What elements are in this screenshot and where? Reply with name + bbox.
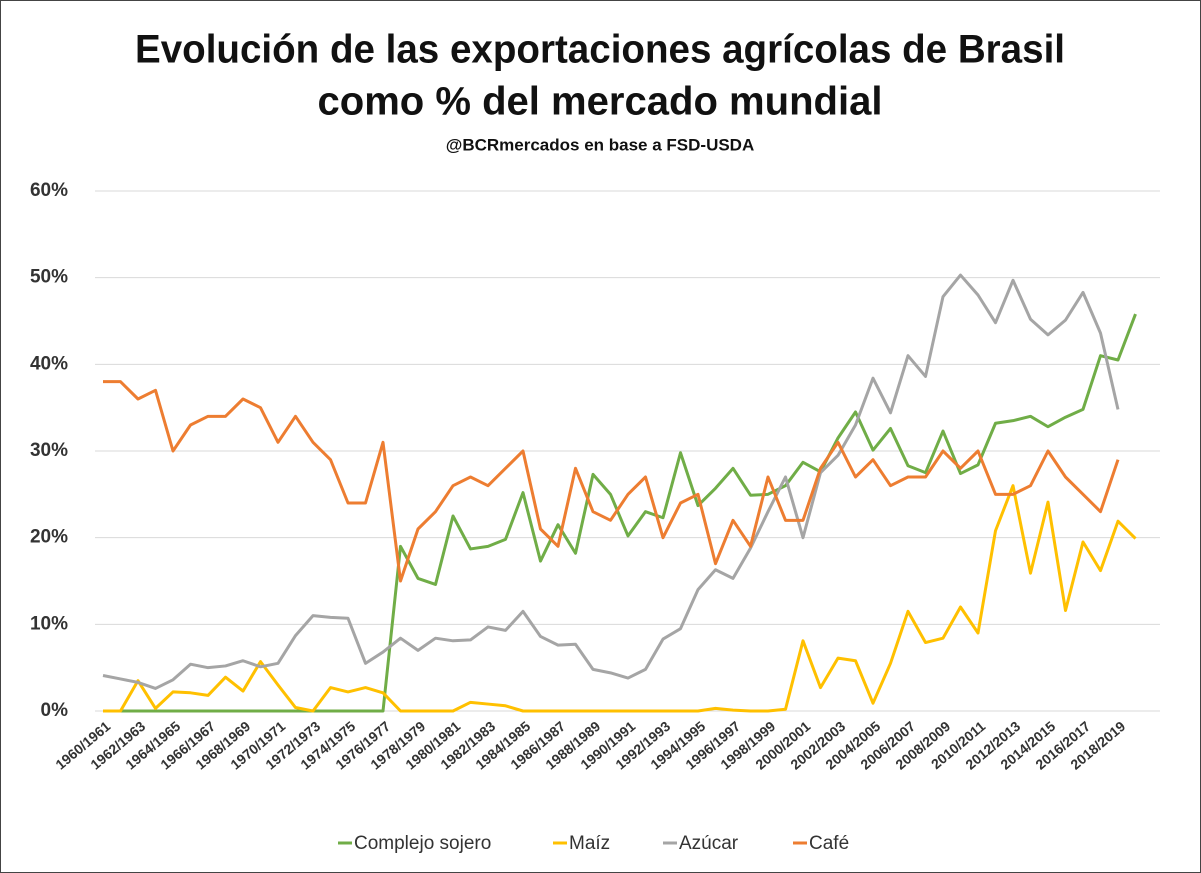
data-line <box>102 273 1120 690</box>
data-line <box>103 380 1120 583</box>
chart-title: como % del mercado mundial <box>318 80 883 124</box>
legend-label: Azúcar <box>679 833 739 854</box>
y-tick-label: 0% <box>41 700 69 721</box>
legend-label: Complejo sojero <box>354 833 491 854</box>
y-tick-label: 60% <box>30 180 68 201</box>
y-tick-label: 10% <box>30 613 68 634</box>
y-tick-label: 40% <box>30 353 68 374</box>
y-tick-label: 30% <box>30 440 68 461</box>
data-line <box>103 313 1137 713</box>
data-line <box>103 484 1137 713</box>
legend-label: Maíz <box>569 833 610 854</box>
y-tick-label: 50% <box>30 267 68 288</box>
y-tick-label: 20% <box>30 527 68 548</box>
chart-title: Evolución de las exportaciones agrícolas… <box>135 28 1065 72</box>
legend-label: Café <box>809 833 849 854</box>
chart-subtitle: @BCRmercados en base a FSD-USDA <box>446 135 755 154</box>
